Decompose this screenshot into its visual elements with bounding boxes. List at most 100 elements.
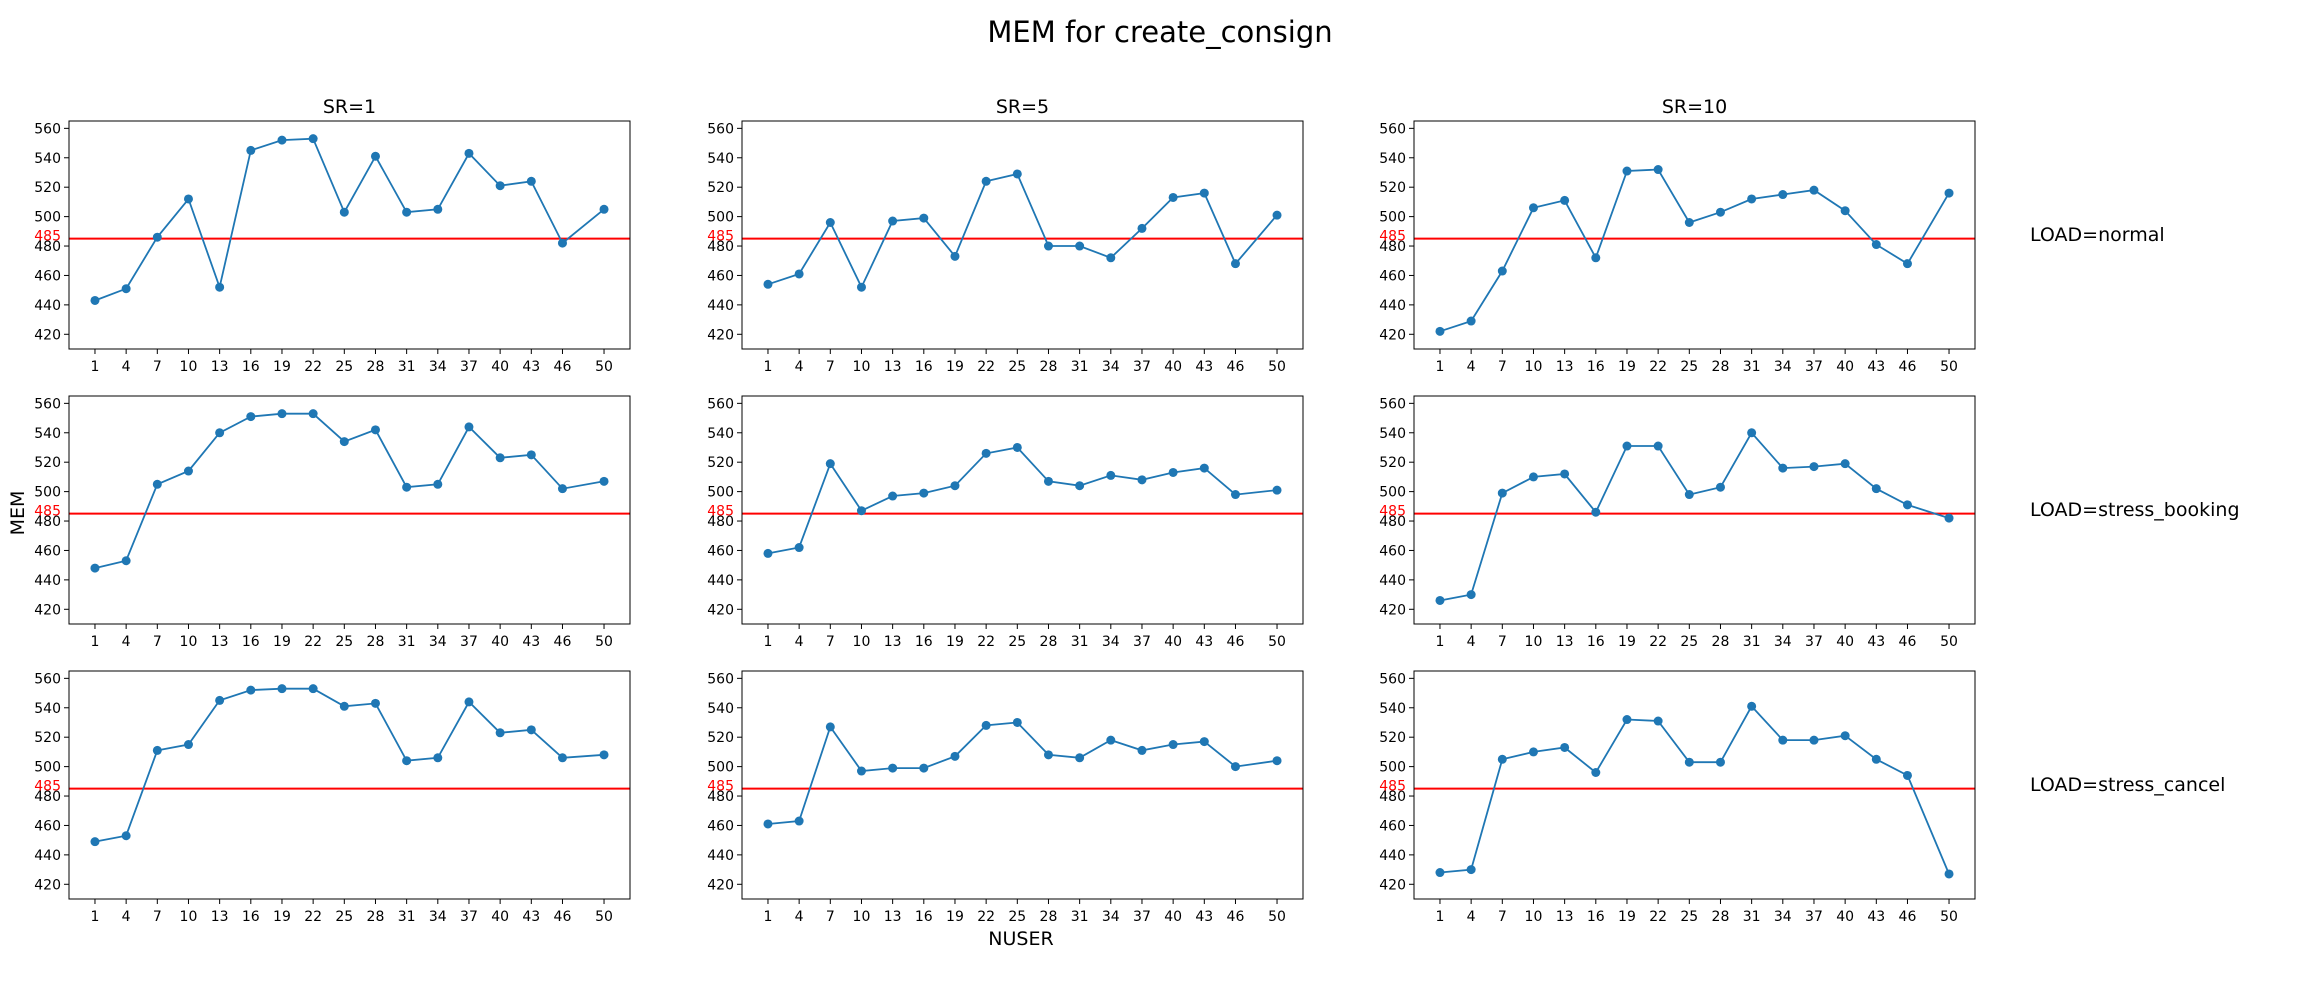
x-tick-label: 7 (1498, 359, 1507, 375)
x-tick-label: 34 (1102, 909, 1120, 925)
x-tick-label: 43 (1195, 634, 1213, 650)
data-point (919, 488, 929, 498)
reference-label: 485 (34, 229, 61, 245)
data-point (1137, 223, 1147, 233)
y-tick-label: 460 (1379, 818, 1406, 834)
y-tick-label: 540 (34, 426, 61, 442)
x-tick-label: 10 (1525, 634, 1543, 650)
x-tick-label: 4 (1467, 359, 1476, 375)
x-tick-label: 40 (491, 909, 509, 925)
panel-frame (1413, 670, 1976, 900)
data-point (1902, 500, 1912, 510)
row-label: LOAD=stress_booking (2030, 499, 2240, 521)
panel-background (69, 396, 630, 624)
data-point (1272, 210, 1282, 220)
x-tick-label: 19 (273, 909, 291, 925)
data-point (1684, 217, 1694, 227)
x-tick-label: 7 (153, 359, 162, 375)
y-tick-label: 540 (1379, 151, 1406, 167)
x-tick-label: 50 (595, 909, 613, 925)
reference-label: 485 (34, 779, 61, 795)
data-point (794, 543, 804, 553)
data-point (1747, 194, 1757, 204)
x-tick-label: 4 (122, 909, 131, 925)
y-tick-label: 460 (1379, 543, 1406, 559)
panel-background (1414, 671, 1975, 899)
x-tick-label: 50 (1268, 909, 1286, 925)
y-tick-label: 440 (1379, 298, 1406, 314)
data-point (183, 194, 193, 204)
data-point (308, 409, 318, 419)
data-point (90, 837, 100, 847)
x-tick-label: 1 (91, 909, 100, 925)
y-tick-label: 560 (34, 396, 61, 412)
y-tick-label: 480 (707, 514, 734, 530)
x-tick-label: 25 (1008, 359, 1026, 375)
x-tick-label: 43 (1195, 909, 1213, 925)
x-tick-label: 13 (1556, 359, 1574, 375)
y-tick-label: 420 (34, 327, 61, 343)
data-point (1871, 484, 1881, 494)
y-tick-label: 540 (1379, 701, 1406, 717)
y-tick-label: 500 (34, 760, 61, 776)
x-tick-label: 50 (595, 359, 613, 375)
x-tick-label: 22 (977, 634, 995, 650)
y-tick-label: 440 (34, 848, 61, 864)
x-tick-label: 31 (1743, 359, 1761, 375)
x-tick-label: 37 (1805, 909, 1823, 925)
data-point (495, 453, 505, 463)
data-point (90, 295, 100, 305)
data-point (464, 148, 474, 158)
y-tick-label: 420 (1379, 327, 1406, 343)
data-point (1075, 241, 1085, 251)
data-point (308, 134, 318, 144)
x-tick-label: 50 (1268, 634, 1286, 650)
x-tick-label: 10 (180, 909, 198, 925)
x-tick-label: 31 (398, 909, 416, 925)
data-point (1230, 490, 1240, 500)
y-tick-label: 440 (34, 298, 61, 314)
panel-0-0: 420 440 460 480 500 520 540 560 1 4 7 10 13 16 19 22 25 2… (34, 120, 631, 375)
x-tick-label: 28 (1040, 634, 1058, 650)
data-point (919, 213, 929, 223)
y-tick-label: 540 (34, 701, 61, 717)
y-tick-label: 540 (707, 701, 734, 717)
data-point (950, 251, 960, 261)
x-tick-label: 16 (1587, 909, 1605, 925)
x-tick-label: 31 (398, 359, 416, 375)
data-point (919, 763, 929, 773)
data-point (825, 217, 835, 227)
y-axis-label: MEM (7, 491, 29, 536)
x-tick-label: 13 (884, 909, 902, 925)
data-point (1560, 742, 1570, 752)
data-point (121, 831, 131, 841)
data-point (246, 685, 256, 695)
data-point (599, 204, 609, 214)
data-point (1435, 595, 1445, 605)
y-tick-label: 420 (34, 877, 61, 893)
data-point (1466, 865, 1476, 875)
x-tick-label: 50 (595, 634, 613, 650)
x-tick-label: 28 (1712, 909, 1730, 925)
data-point (1230, 259, 1240, 269)
data-point (1591, 253, 1601, 263)
x-tick-label: 4 (795, 634, 804, 650)
x-tick-label: 40 (1164, 909, 1182, 925)
x-tick-label: 37 (460, 359, 478, 375)
data-point (526, 725, 536, 735)
y-tick-label: 480 (34, 239, 61, 255)
x-tick-label: 22 (977, 909, 995, 925)
data-point (794, 816, 804, 826)
x-tick-label: 25 (1680, 634, 1698, 650)
y-tick-label: 500 (707, 210, 734, 226)
y-tick-label: 540 (707, 151, 734, 167)
x-tick-label: 10 (853, 909, 871, 925)
y-tick-label: 500 (1379, 210, 1406, 226)
data-point (856, 766, 866, 776)
x-tick-label: 16 (242, 909, 260, 925)
data-point (433, 204, 443, 214)
y-tick-label: 520 (1379, 730, 1406, 746)
x-tick-label: 10 (1525, 359, 1543, 375)
x-tick-label: 4 (1467, 634, 1476, 650)
x-tick-label: 40 (1836, 634, 1854, 650)
